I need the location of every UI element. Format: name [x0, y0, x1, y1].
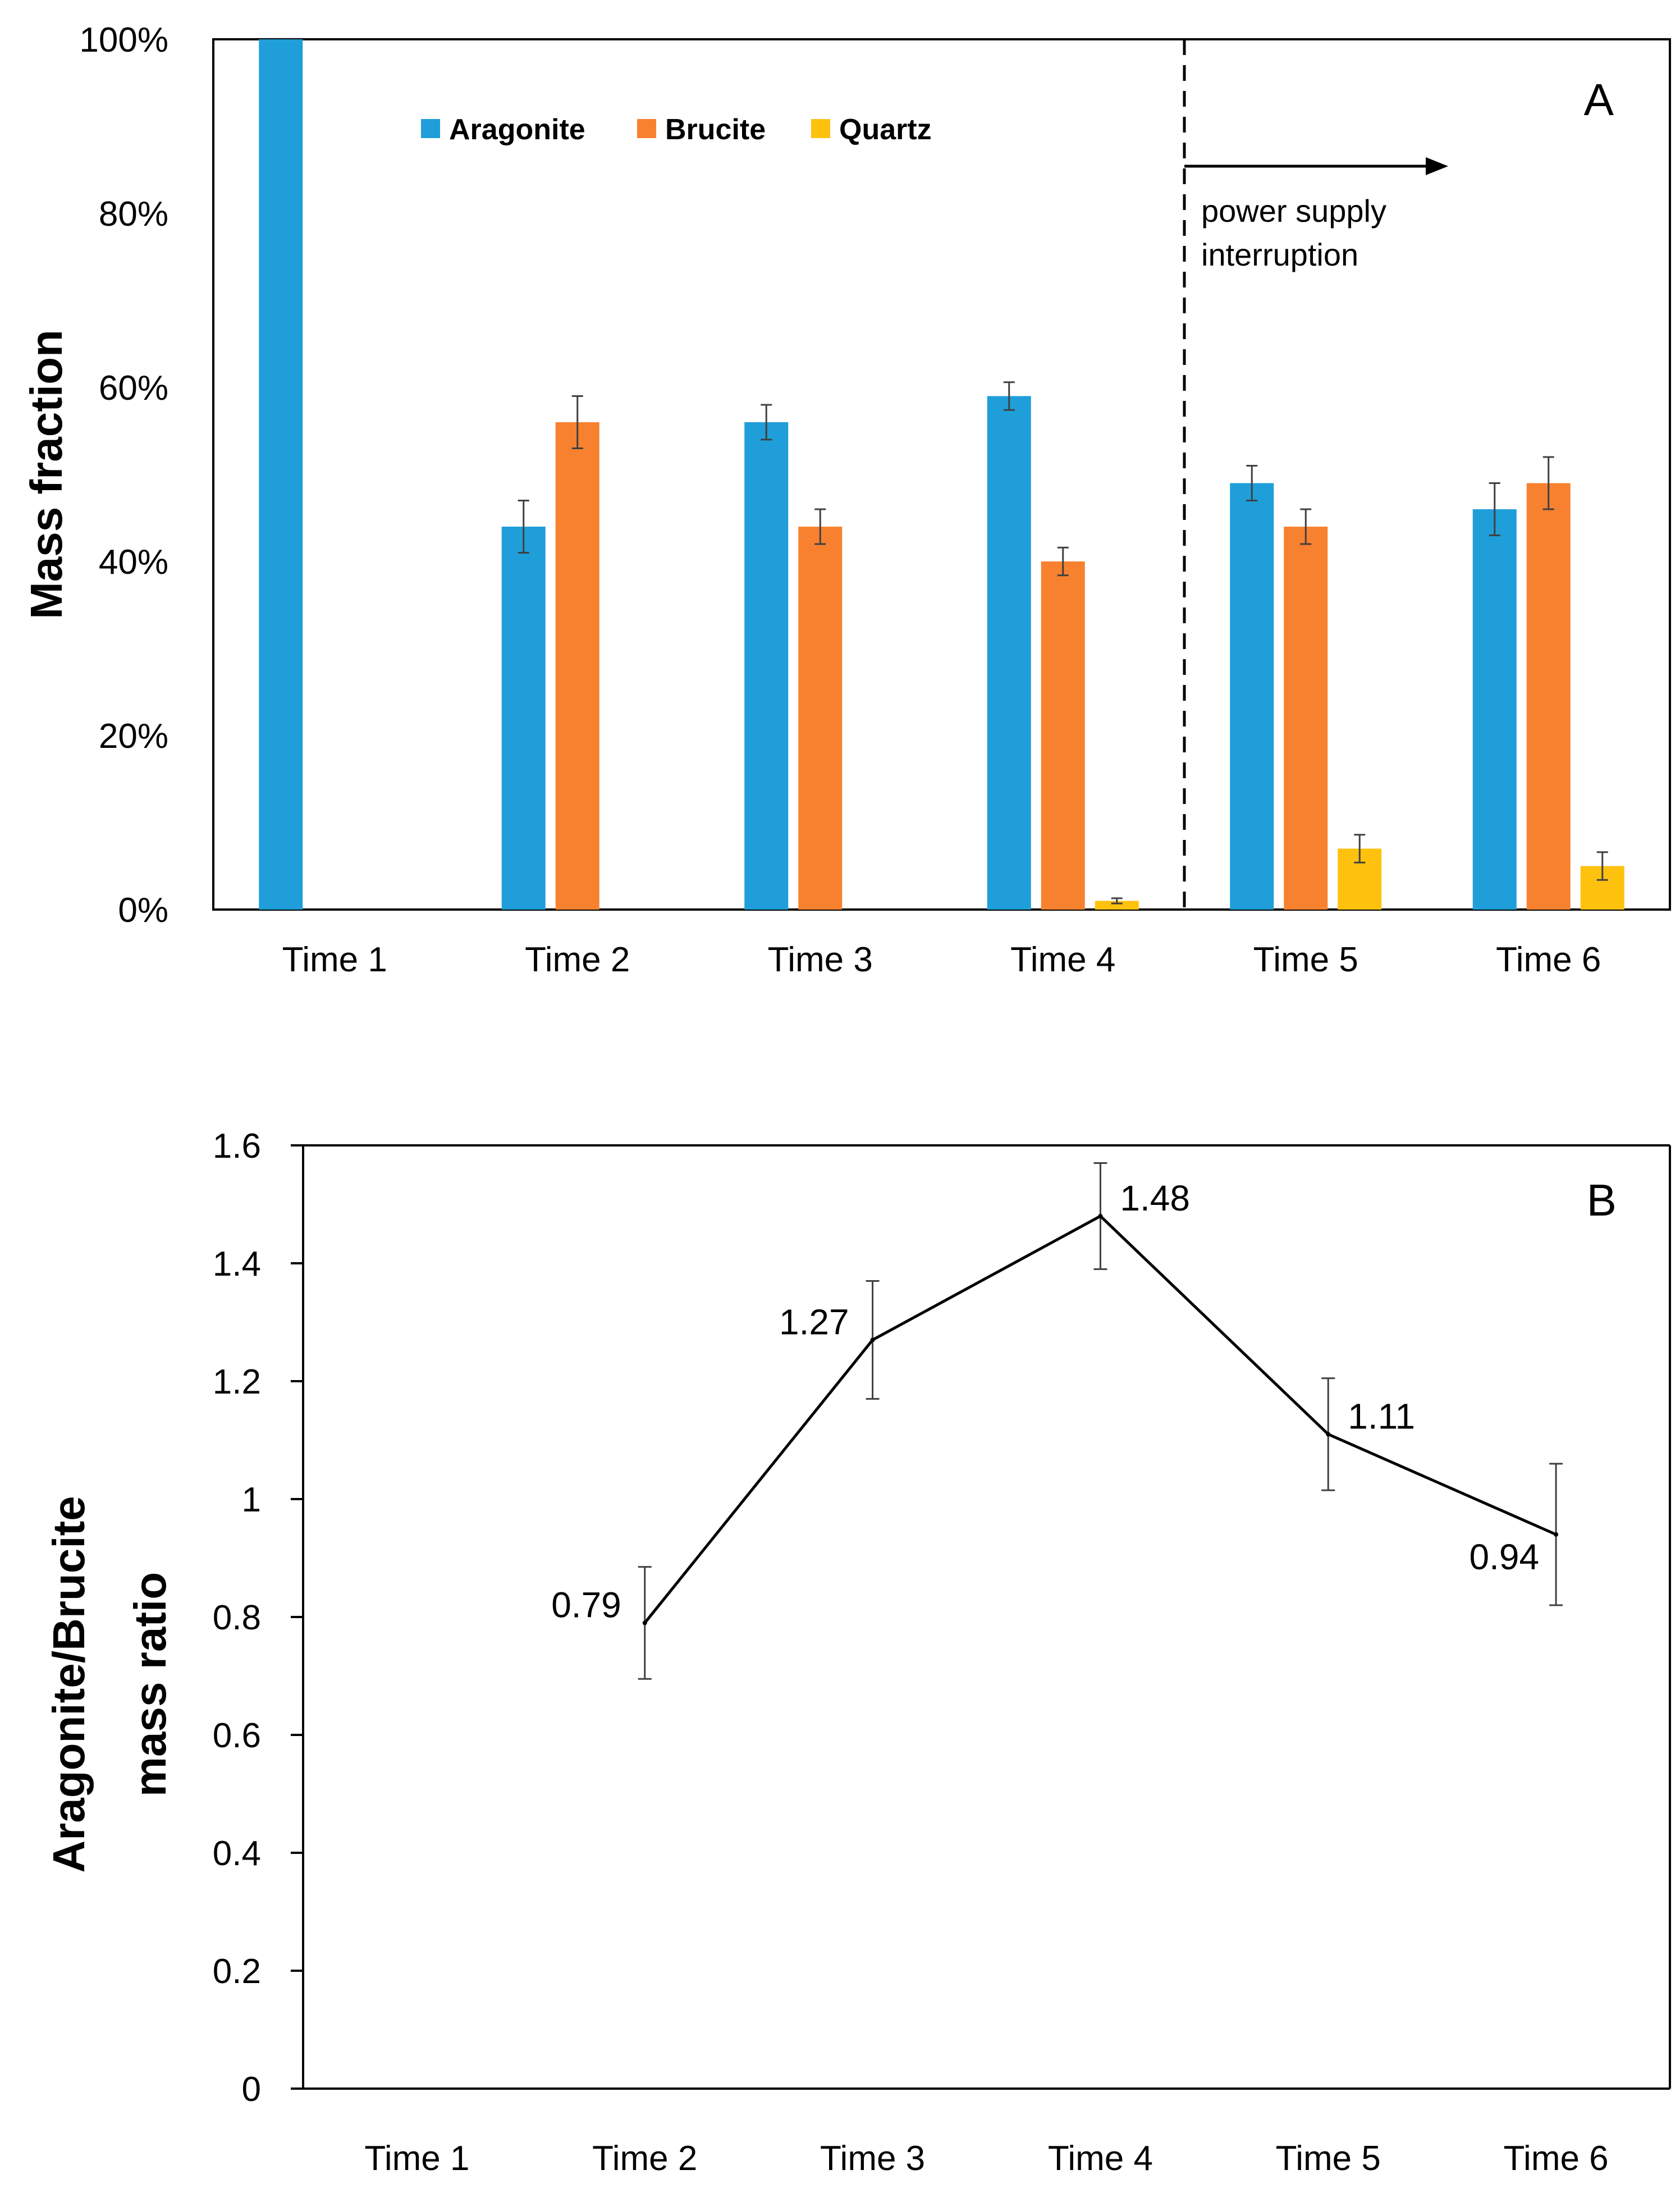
y-tick-label: 20% — [99, 717, 168, 756]
y-tick-label: 0 — [242, 2070, 261, 2109]
arrow-head-icon — [1426, 157, 1448, 175]
ratio-line — [643, 1214, 1557, 1624]
bar-aragonite-time-5 — [1230, 483, 1274, 910]
bar-quartz-time-4 — [1095, 901, 1139, 910]
data-label: 1.11 — [1348, 1396, 1415, 1437]
bar-brucite-time-5 — [1284, 527, 1328, 910]
x-tick-label: Time 5 — [1253, 940, 1358, 979]
data-label: 1.27 — [779, 1302, 849, 1342]
x-tick-label: Time 2 — [592, 2139, 697, 2178]
data-point — [1554, 1532, 1559, 1537]
data-point — [642, 1620, 647, 1625]
data-point — [1098, 1214, 1103, 1218]
bar-brucite-time-3 — [798, 527, 843, 910]
x-tick-label: Time 3 — [820, 2139, 925, 2178]
y-tick-label: 1.4 — [213, 1245, 261, 1283]
bar-brucite-time-6 — [1526, 483, 1571, 910]
annotation-text: interruption — [1201, 237, 1358, 272]
y-tick-label: 0.4 — [213, 1834, 261, 1873]
data-point — [870, 1337, 875, 1342]
x-tick-label: Time 4 — [1010, 940, 1115, 979]
annotation-text: power supply — [1201, 193, 1386, 229]
bar-aragonite-time-6 — [1472, 509, 1517, 910]
x-tick-label: Time 5 — [1276, 2139, 1381, 2178]
x-tick-label: Time 1 — [364, 2139, 469, 2178]
data-point — [1326, 1432, 1331, 1437]
y-tick-label: 100% — [79, 21, 168, 60]
y-tick-label: 80% — [99, 195, 168, 234]
legend-swatch-brucite — [637, 119, 656, 138]
y-tick-label: 0.6 — [213, 1716, 261, 1755]
legend-swatch-aragonite — [421, 119, 440, 138]
x-tick-label: Time 6 — [1496, 940, 1601, 979]
y-tick-label: 0.8 — [213, 1598, 261, 1637]
y-axis-title: mass ratio — [125, 1572, 175, 1797]
data-label: 0.94 — [1470, 1537, 1540, 1577]
x-tick-label: Time 6 — [1503, 2139, 1608, 2178]
y-axis-title: Mass fraction — [21, 330, 71, 619]
bar-aragonite-time-3 — [744, 422, 789, 910]
panel-a-bar-chart: 0% 20% 40% 60% 80% 100% Mass fraction Time 1 Tim… — [21, 21, 1671, 979]
y-axis-title: Aragonite/Brucite — [44, 1496, 94, 1872]
bar-aragonite-time-2 — [501, 527, 546, 910]
panel-label: A — [1584, 75, 1614, 125]
y-tick-label: 0.2 — [213, 1952, 261, 1991]
bar-aragonite-time-4 — [987, 396, 1031, 910]
legend-label-quartz: Quartz — [839, 113, 932, 146]
bar-brucite-time-2 — [555, 422, 599, 910]
plot-area-frame — [212, 38, 1671, 911]
legend-swatch-quartz — [811, 119, 830, 138]
x-tick-label: Time 4 — [1048, 2139, 1153, 2178]
legend-label-brucite: Brucite — [665, 113, 766, 146]
panel-b-line-chart: 0 0.2 0.4 0.6 0.8 1 1.2 1.4 1.6 Aragonite/Brucite… — [44, 1127, 1671, 2178]
x-tick-label: Time 1 — [282, 940, 387, 979]
data-label: 0.79 — [551, 1585, 621, 1625]
y-tick-label: 1.6 — [213, 1127, 261, 1166]
legend-label-aragonite: Aragonite — [449, 113, 585, 146]
y-tick-label: 0% — [118, 891, 168, 930]
y-tick-label: 1 — [242, 1481, 261, 1519]
y-tick-label: 40% — [99, 543, 168, 582]
x-tick-label: Time 3 — [768, 940, 873, 979]
bar-brucite-time-4 — [1041, 561, 1085, 910]
y-tick-label: 1.2 — [213, 1363, 261, 1401]
y-tick-label: 60% — [99, 369, 168, 408]
x-tick-label: Time 2 — [525, 940, 630, 979]
bar-aragonite-time-1 — [259, 39, 303, 910]
panel-label: B — [1587, 1175, 1617, 1225]
data-label: 1.48 — [1120, 1178, 1190, 1218]
